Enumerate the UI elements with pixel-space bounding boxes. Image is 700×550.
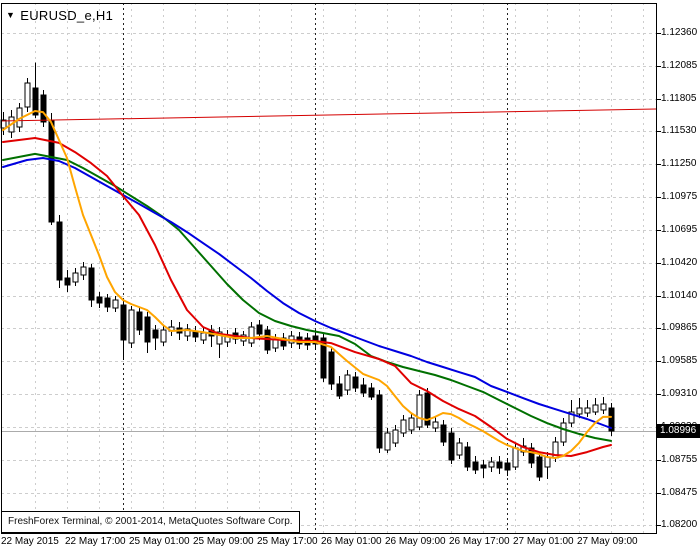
price-axis-label: 1.11530 xyxy=(661,125,697,136)
time-axis-label: 26 May 01:00 xyxy=(321,536,382,547)
price-axis-label: 1.09865 xyxy=(661,322,698,333)
ma-slowest-blue[interactable] xyxy=(2,157,612,429)
terminal-watermark: FreshForex Terminal, © 2001-2014, MetaQu… xyxy=(1,511,300,533)
time-axis-label: 27 May 01:00 xyxy=(513,536,574,547)
price-axis-label: 1.09585 xyxy=(661,355,698,366)
price-axis-ticks xyxy=(656,33,661,526)
time-axis-label: 26 May 17:00 xyxy=(449,536,510,547)
price-axis-label: 1.10140 xyxy=(661,290,698,301)
price-axis-label: 1.10695 xyxy=(661,224,698,235)
price-axis-label: 1.10975 xyxy=(661,191,698,202)
time-axis-label: 25 May 09:00 xyxy=(193,536,254,547)
collapse-triangle-icon[interactable]: ▼ xyxy=(6,10,16,20)
candlesticks xyxy=(0,62,615,481)
price-axis-label: 1.12360 xyxy=(661,27,698,38)
ma-medium-red[interactable] xyxy=(2,137,612,457)
ma-slow-green[interactable] xyxy=(2,152,612,442)
time-axis-label: 26 May 09:00 xyxy=(385,536,446,547)
price-axis-label: 1.12085 xyxy=(661,60,698,71)
symbol-timeframe-text: EURUSD_e,H1 xyxy=(20,8,114,23)
price-axis-label: 1.11250 xyxy=(661,158,697,169)
price-axis-label: 1.11805 xyxy=(661,93,697,104)
symbol-timeframe-label: ▼ EURUSD_e,H1 xyxy=(6,8,113,23)
price-axis-label: 1.09310 xyxy=(661,388,698,399)
time-axis-label: 22 May 2015 xyxy=(1,536,59,547)
price-axis-label: 1.08755 xyxy=(661,454,698,465)
trendline-resistance[interactable] xyxy=(0,108,657,122)
time-axis-label: 22 May 17:00 xyxy=(65,536,126,547)
plot-border xyxy=(1,3,657,534)
current-price-tag: 1.08996 xyxy=(656,424,700,438)
price-axis-label: 1.08475 xyxy=(661,487,698,498)
ma-fast-orange[interactable] xyxy=(2,110,612,459)
price-axis-label: 1.08200 xyxy=(661,519,698,530)
time-axis-label: 25 May 17:00 xyxy=(257,536,318,547)
time-axis-label: 25 May 01:00 xyxy=(129,536,190,547)
time-axis-label: 27 May 09:00 xyxy=(577,536,638,547)
price-axis-label: 1.10420 xyxy=(661,257,698,268)
